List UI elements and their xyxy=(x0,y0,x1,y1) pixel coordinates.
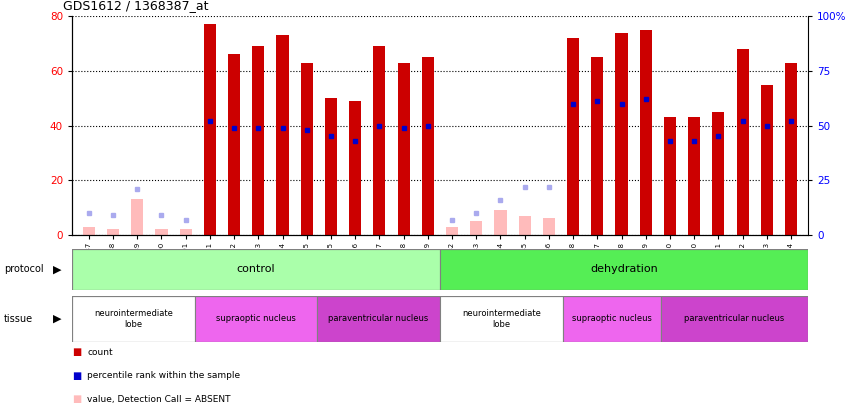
Bar xyxy=(737,49,749,235)
Text: ■: ■ xyxy=(72,371,81,381)
Bar xyxy=(494,210,507,235)
Bar xyxy=(440,249,808,290)
Bar xyxy=(317,296,440,342)
Text: count: count xyxy=(87,348,113,357)
Text: supraoptic nucleus: supraoptic nucleus xyxy=(572,314,651,324)
Bar xyxy=(640,30,651,235)
Bar xyxy=(470,221,482,235)
Text: protocol: protocol xyxy=(4,264,44,274)
Bar xyxy=(373,46,386,235)
Text: neurointermediate
lobe: neurointermediate lobe xyxy=(94,309,173,328)
Bar xyxy=(398,63,409,235)
Bar xyxy=(761,85,773,235)
Bar xyxy=(543,219,555,235)
Bar xyxy=(300,63,313,235)
Bar xyxy=(664,117,676,235)
Text: paraventricular nucleus: paraventricular nucleus xyxy=(684,314,784,324)
Text: GDS1612 / 1368387_at: GDS1612 / 1368387_at xyxy=(63,0,209,12)
Text: value, Detection Call = ABSENT: value, Detection Call = ABSENT xyxy=(87,395,231,404)
Bar xyxy=(567,38,580,235)
Bar xyxy=(72,249,440,290)
Bar xyxy=(72,296,195,342)
Bar xyxy=(252,46,265,235)
Bar xyxy=(325,98,337,235)
Text: tissue: tissue xyxy=(4,314,33,324)
Text: paraventricular nucleus: paraventricular nucleus xyxy=(328,314,429,324)
Bar xyxy=(83,227,95,235)
Bar xyxy=(277,35,288,235)
Bar xyxy=(156,229,168,235)
Bar xyxy=(615,32,628,235)
Text: neurointermediate
lobe: neurointermediate lobe xyxy=(462,309,541,328)
Bar xyxy=(591,57,603,235)
Bar xyxy=(195,296,317,342)
Bar xyxy=(107,229,119,235)
Text: ▶: ▶ xyxy=(53,314,62,324)
Text: supraoptic nucleus: supraoptic nucleus xyxy=(216,314,296,324)
Bar xyxy=(440,296,563,342)
Bar xyxy=(785,63,797,235)
Text: percentile rank within the sample: percentile rank within the sample xyxy=(87,371,240,380)
Text: ▶: ▶ xyxy=(53,264,62,274)
Bar xyxy=(131,199,143,235)
Bar xyxy=(712,112,724,235)
Text: ■: ■ xyxy=(72,347,81,357)
Bar xyxy=(446,227,458,235)
Bar xyxy=(688,117,700,235)
Text: ■: ■ xyxy=(72,394,81,404)
Bar xyxy=(519,216,530,235)
Bar xyxy=(179,229,192,235)
Bar xyxy=(661,296,808,342)
Bar xyxy=(204,24,216,235)
Text: dehydration: dehydration xyxy=(590,264,658,274)
Bar xyxy=(422,57,434,235)
Bar xyxy=(349,101,361,235)
Bar xyxy=(228,54,240,235)
Text: control: control xyxy=(237,264,275,274)
Bar xyxy=(563,296,661,342)
